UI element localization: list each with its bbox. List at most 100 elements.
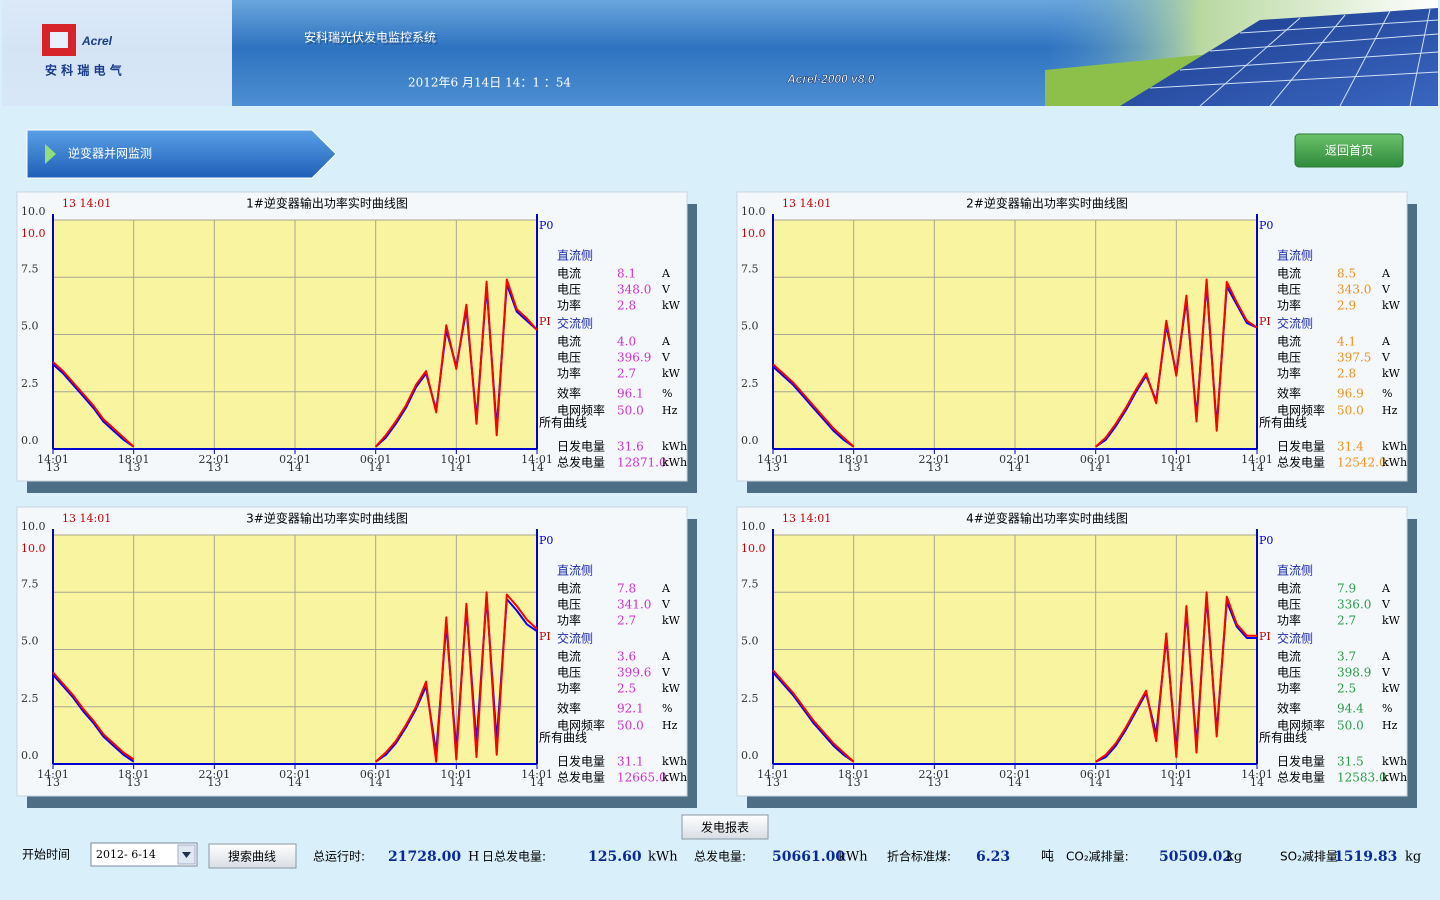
reading-value: 31.6 [617,440,644,454]
reading-label: 电网频率 [557,403,605,418]
x-tick-date: 13 [207,776,221,789]
reading-unit: kWh [662,771,687,784]
reading-label: 电网频率 [1277,403,1325,418]
ac-heading: 交流侧 [1277,631,1313,646]
chart-title: 2#逆变器输出功率实时曲线图 [966,196,1128,211]
all-curves-label: 所有曲线 [1259,416,1307,430]
home-button-bg[interactable] [1294,133,1404,168]
reading-label: 功率 [557,366,581,381]
reading-label: 电压 [1277,598,1301,612]
x-tick-label: 14:01 [37,453,69,466]
reading-label: 电网频率 [1277,718,1325,733]
reading-label: 总发电量 [1277,455,1325,470]
reading-unit: kWh [1382,456,1407,469]
y-tick-label: 0.0 [21,434,39,447]
y-tick-label: 7.5 [741,262,759,275]
y-tick-label: 10.0 [741,205,766,218]
start-label: 开始时间 [22,848,70,862]
ac-heading: 交流侧 [557,631,593,646]
y-tick-label: 5.0 [21,635,39,648]
x-tick-label: 14:01 [1241,768,1273,781]
reading-unit: kW [662,682,681,695]
stat-value: 50509.02 [1159,849,1232,865]
x-tick-label: 22:01 [918,453,950,466]
logo-icon-inner [50,32,68,48]
date-select-value[interactable]: 2012- 6-14 [96,848,156,861]
reading-label: 日发电量 [1277,439,1325,454]
reading-label: 功率 [1277,613,1301,628]
reading-unit: kWh [1382,771,1407,784]
reading-unit: kW [1382,367,1401,380]
dc-heading: 直流侧 [1277,249,1313,263]
search-button[interactable]: 搜索曲线 [208,843,297,869]
reading-label: 电流 [557,267,581,281]
reading-label: 效率 [557,701,581,716]
reading-unit: % [1382,702,1392,715]
reading-unit: kW [662,367,681,380]
y-tick-label: 10.0 [741,520,766,533]
reading-label: 电流 [1277,335,1301,349]
reading-value: 50.0 [617,719,644,733]
reading-label: 电网频率 [557,718,605,733]
stat-unit: kWh [648,850,678,865]
reading-unit: A [661,335,671,348]
stat-unit: H [468,850,479,865]
search-button-bg[interactable] [208,843,297,869]
x-tick-label: 10:01 [1160,453,1192,466]
reading-value: 396.9 [617,351,651,365]
home-button[interactable]: 返回首页 [1294,133,1404,168]
reading-unit: Hz [662,404,678,417]
title-shadow: 安科瑞光伏发电监控系统 [306,32,438,47]
reading-value: 2.7 [617,367,636,381]
reading-unit: V [1381,351,1391,364]
all-curves-label: 所有曲线 [1259,731,1307,745]
power-line [52,591,538,763]
y-tick-label: 0.0 [741,434,759,447]
chart-panel: 0.02.55.07.510.014:011318:011322:011302:… [16,506,688,797]
reading-value: 399.6 [617,666,651,680]
reading-value: 50.0 [617,404,644,418]
y-tick-label: 0.0 [21,749,39,762]
stat-label: 折合标准煤: [887,849,951,864]
reading-unit: A [1381,582,1391,595]
p0-label: P0 [539,219,553,232]
x-tick-label: 10:01 [440,453,472,466]
version: Acrel-2000 v8.0 [786,72,875,86]
home-button-label[interactable]: 返回首页 [1325,144,1373,158]
power-line [52,278,538,448]
x-tick-date: 13 [847,461,861,474]
reading-unit: V [1381,666,1391,679]
section-title: 逆变器并网监测 [68,146,152,161]
y-tick-label: 2.5 [741,692,759,705]
date-select[interactable]: 2012- 6-14 [90,842,198,867]
reading-unit: A [661,650,671,663]
date-select-box[interactable] [90,842,198,867]
reading-label: 电流 [1277,582,1301,596]
x-tick-date: 13 [927,776,941,789]
reading-value: 96.9 [1337,387,1364,401]
reading-unit: A [661,582,671,595]
x-tick-label: 06:01 [1080,768,1112,781]
chart-panel: 0.02.55.07.510.014:011318:011322:011302:… [16,191,688,482]
stat-unit: 吨 [1041,850,1054,865]
panel-grid [1149,8,1439,107]
reading-unit: V [661,283,671,296]
stat-value: 1519.83 [1334,849,1397,865]
p0-label: P0 [1259,534,1273,547]
x-tick-date: 14 [1008,776,1022,789]
stat-label: 总发电量: [694,849,746,864]
reading-unit: kW [1382,299,1401,312]
reading-value: 31.5 [1337,755,1364,769]
report-button-label[interactable]: 发电报表 [701,820,749,835]
reading-label: 电压 [1277,283,1301,297]
x-tick-date: 13 [927,461,941,474]
report-button-bg[interactable] [681,814,769,840]
stat-unit: kg [1405,850,1421,865]
stat-value: 21728.00 [388,849,461,865]
reading-unit: kW [1382,682,1401,695]
report-button[interactable]: 发电报表 [681,814,769,840]
search-button-label[interactable]: 搜索曲线 [228,849,276,864]
x-tick-label: 14:01 [37,768,69,781]
y-tick-label: 2.5 [21,377,39,390]
